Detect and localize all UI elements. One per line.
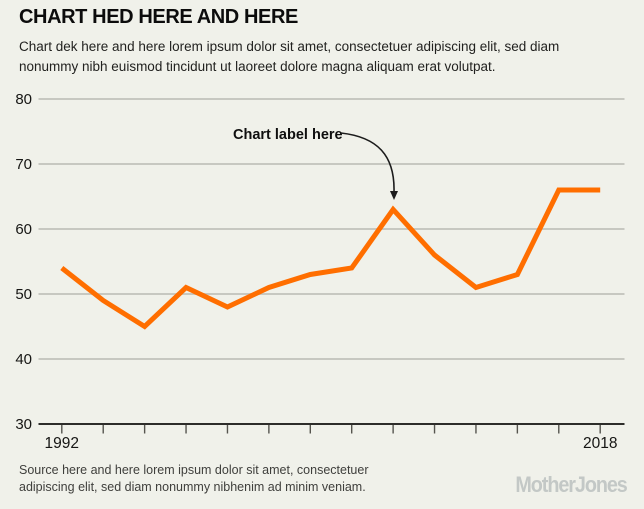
source-note: Source here and here lorem ipsum dolor s… — [19, 462, 368, 496]
source-line-2: adipiscing elit, sed diam nonummy nibhen… — [19, 480, 366, 494]
dek-line-1: Chart dek here and here lorem ipsum dolo… — [19, 39, 560, 54]
chart-dek: Chart dek here and here lorem ipsum dolo… — [19, 37, 559, 77]
annotation-arrow — [340, 132, 395, 193]
y-axis-label: 30 — [15, 416, 32, 433]
motherjones-logo: MotherJones — [515, 472, 628, 497]
source-line-1: Source here and here lorem ipsum dolor s… — [19, 463, 369, 477]
line-chart: 30 40 50 60 70 80 1992 2018 Chart label here — [15, 91, 625, 452]
dek-line-2: nonummy nibh euismod tincidunt ut laoree… — [19, 59, 496, 74]
y-axis-label: 70 — [15, 156, 32, 173]
y-axis-label: 40 — [15, 351, 32, 368]
chart-title: CHART HED HERE AND HERE — [19, 6, 298, 28]
x-axis-label: 2018 — [583, 435, 617, 452]
annotation-label: Chart label here — [233, 127, 343, 143]
annotation-arrowhead — [390, 191, 398, 200]
y-axis-label: 80 — [15, 91, 32, 108]
x-axis-label: 1992 — [45, 435, 79, 452]
y-axis-label: 60 — [15, 221, 32, 238]
data-line — [60, 187, 601, 330]
y-axis-label: 50 — [15, 286, 32, 303]
